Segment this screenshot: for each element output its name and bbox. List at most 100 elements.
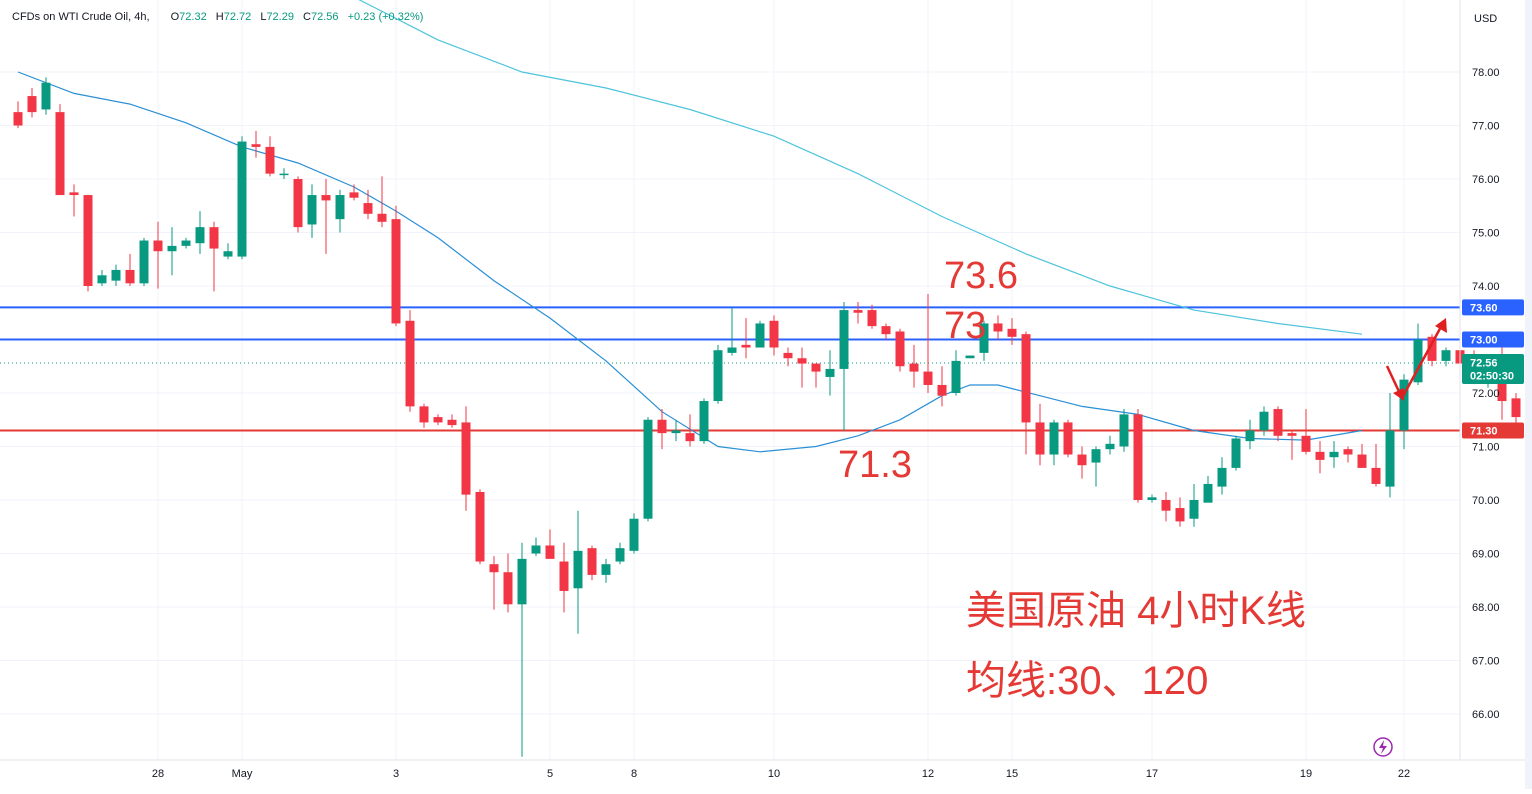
x-tick-label: 10 [768,768,780,780]
close-value: 72.56 [311,11,339,23]
candle-body [56,112,65,195]
high-label: H [216,11,224,23]
last-price-tag-text: 72.56 [1470,358,1498,370]
candle [966,356,975,359]
candle-body [602,564,611,575]
candle-body [504,572,513,604]
candle [1134,409,1143,503]
candle-body [490,564,499,572]
y-tick-label: 78.00 [1472,67,1500,79]
label-level-71-3: 71.3 [838,444,912,486]
candle-body [98,275,107,283]
candle-body [1022,334,1031,422]
candle-body [546,545,555,558]
candle-body [126,270,135,283]
candle-body [392,219,401,323]
plot-background [0,0,1460,760]
candle-body [420,406,429,422]
candle-body [406,321,415,407]
candle-body [1442,350,1451,361]
candle-body [812,364,821,372]
candle [140,238,149,286]
candle-body [924,372,933,385]
candle-body [434,417,443,422]
candle-body [532,545,541,553]
candle-body [448,420,457,425]
candle-body [238,142,247,257]
candle-body [1078,455,1087,466]
candle-body [574,551,583,588]
candle-body [714,350,723,401]
candle-body [350,192,359,197]
candle-body [364,203,373,214]
change-value: +0.23 (+0.32%) [348,11,424,23]
level-tag-text: 73.60 [1470,302,1498,314]
candle-body [1232,438,1241,467]
candle [294,176,303,232]
scroll-edge [1525,0,1532,789]
candle-body [994,323,1003,331]
x-tick-label: 28 [152,768,164,780]
candle-body [952,361,961,393]
candle-body [294,179,303,227]
candle-body [938,385,947,396]
candle [1120,409,1129,452]
candle-body [868,310,877,326]
candle-body [70,192,79,195]
candle-body [322,195,331,200]
candle-body [882,326,891,334]
candle-body [910,364,919,372]
candle-body [336,195,345,219]
y-tick-label: 72.00 [1472,388,1500,400]
right-edge-bar [1525,0,1532,789]
x-tick-label: 22 [1398,768,1410,780]
label-level-73: 73 [944,305,986,347]
candle-body [1358,455,1367,468]
candle-body [742,345,751,348]
x-tick-label: 5 [547,768,553,780]
level-tag: 73.00 [1462,332,1524,348]
level-tag: 71.30 [1462,422,1524,438]
low-value: 72.29 [266,11,294,23]
candle-body [672,430,681,433]
candle-body [42,83,51,110]
candle-body [840,310,849,369]
candle-body [1176,508,1185,521]
currency-label: USD [1474,13,1497,25]
open-label: O [171,11,180,23]
symbol-legend: CFDs on WTI Crude Oil, 4h, O72.32 H72.72… [12,11,429,23]
price-axis[interactable]: 66.0067.0068.0069.0070.0071.0072.0073.00… [1472,67,1500,721]
candle [392,206,401,326]
candle-body [1218,468,1227,487]
candle-body [1106,444,1115,449]
candle-body [770,321,779,348]
candle-body [168,246,177,251]
candle-body [966,356,975,359]
candle-body [784,353,793,358]
x-tick-label: 19 [1300,768,1312,780]
candle [630,513,639,553]
y-tick-label: 68.00 [1472,602,1500,614]
candle-body [518,559,527,604]
candle-body [224,251,233,256]
candle-body [616,548,625,561]
x-tick-label: 17 [1146,768,1158,780]
candle-body [1386,430,1395,486]
candle [644,417,653,521]
candle-body [112,270,121,281]
symbol-name[interactable]: CFDs on WTI Crude Oil, 4h, [12,11,150,23]
candle-body [644,420,653,519]
candle-body [1050,422,1059,454]
candle-body [560,562,569,591]
candle-body [140,241,149,284]
candle-body [1246,430,1255,441]
y-tick-label: 75.00 [1472,228,1500,240]
y-tick-label: 66.00 [1472,709,1500,721]
candle [896,329,905,372]
candle-body [14,112,23,125]
candle-body [1302,436,1311,452]
y-tick-label: 70.00 [1472,495,1500,507]
